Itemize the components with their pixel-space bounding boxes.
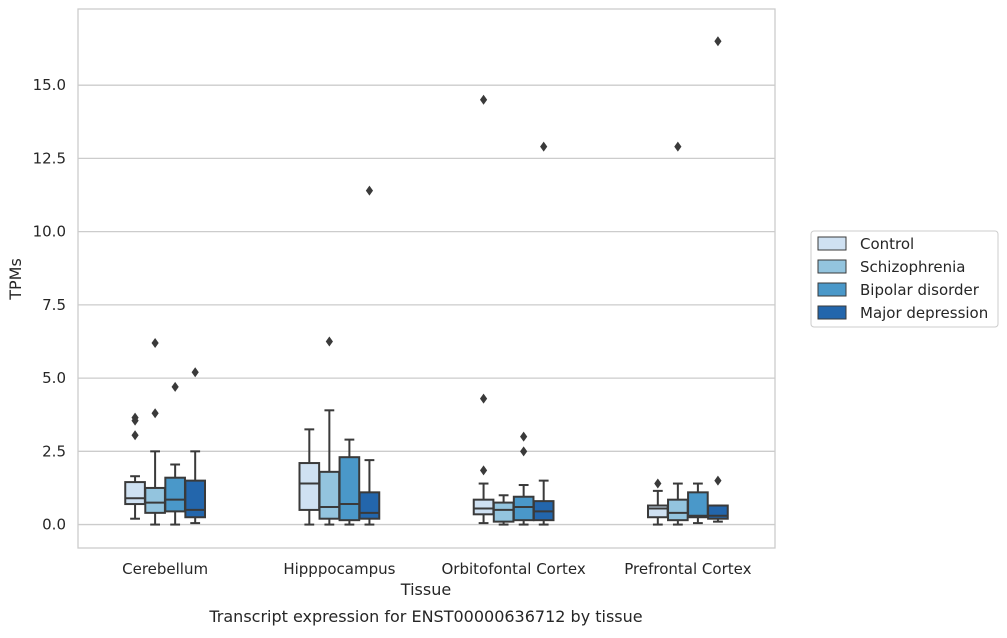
legend-label: Schizophrenia [860, 258, 965, 276]
y-tick-label: 5.0 [42, 369, 66, 387]
plot-frame [77, 8, 776, 549]
legend-swatch [817, 236, 847, 251]
box-bipolar-disorder [338, 438, 361, 526]
legend-label: Control [860, 235, 914, 253]
box-iqr [492, 501, 515, 523]
box-iqr [358, 491, 381, 520]
box-major-depression [358, 185, 381, 526]
x-axis-label: Tissue [400, 580, 451, 599]
box-iqr [687, 491, 709, 519]
box-iqr [667, 498, 689, 522]
outlier-point [479, 393, 488, 404]
outlier-point [171, 381, 179, 392]
y-tick-label: 0.0 [42, 516, 66, 534]
box-control [124, 412, 146, 520]
outlier-point [191, 367, 199, 378]
box-iqr [298, 462, 321, 511]
outlier-point [714, 475, 722, 486]
x-tick-label: Prefrontal Cortex [624, 560, 751, 578]
outlier-point [714, 36, 722, 47]
y-tick-label: 15.0 [33, 76, 66, 94]
outlier-point [520, 446, 528, 457]
legend-label: Bipolar disorder [860, 281, 980, 299]
chart-caption: Transcript expression for ENST0000063671… [208, 607, 642, 626]
outlier-point [540, 141, 548, 152]
outlier-point [365, 185, 374, 196]
box-bipolar-disorder [164, 381, 186, 526]
x-tick-label: Orbitofontal Cortex [442, 560, 586, 578]
y-tick-label: 10.0 [33, 223, 66, 241]
outlier-point [131, 412, 139, 423]
box-iqr [184, 479, 207, 519]
legend-label: Major depression [860, 304, 988, 322]
x-tick-labels: Cerebellum Hipppocampus Orbitofontal Corte… [122, 560, 751, 578]
outlier-point [674, 141, 682, 152]
legend: Control Schizophrenia Bipolar disorder Majo… [810, 230, 999, 328]
outlier-point [479, 94, 488, 105]
y-tick-labels: 0.0 2.5 5.0 7.5 10.0 12.5 15.0 [33, 76, 66, 533]
legend-frame [810, 230, 999, 328]
outlier-point [151, 337, 159, 348]
legend-swatch [817, 259, 847, 274]
x-tick-label: Cerebellum [122, 560, 208, 578]
outlier-point [520, 431, 528, 442]
legend-swatch [817, 282, 847, 297]
box-iqr [512, 495, 535, 522]
box-major-depression [707, 36, 729, 523]
y-tick-label: 12.5 [33, 149, 66, 167]
legend-swatch [817, 305, 847, 320]
box-series [124, 36, 729, 526]
box-schizophrenia [318, 336, 341, 526]
box-iqr [472, 498, 495, 516]
outlier-point [325, 336, 333, 347]
box-iqr [164, 476, 186, 513]
box-major-depression [532, 141, 555, 526]
box-schizophrenia [667, 141, 689, 526]
outlier-point [151, 408, 159, 419]
y-tick-label: 7.5 [42, 296, 66, 314]
outlier-point [131, 430, 139, 441]
box-major-depression [184, 367, 207, 525]
box-control [472, 94, 495, 525]
outlier-point [479, 465, 488, 476]
y-tick-label: 2.5 [42, 442, 66, 460]
outlier-point [654, 478, 662, 489]
box-iqr [144, 486, 166, 514]
box-iqr [124, 481, 146, 506]
box-iqr [338, 456, 361, 522]
box-iqr [318, 470, 341, 520]
box-iqr [646, 504, 669, 519]
box-schizophrenia [144, 337, 166, 526]
y-axis-label: TPMs [6, 258, 25, 301]
x-tick-label: Hipppocampus [283, 560, 395, 578]
